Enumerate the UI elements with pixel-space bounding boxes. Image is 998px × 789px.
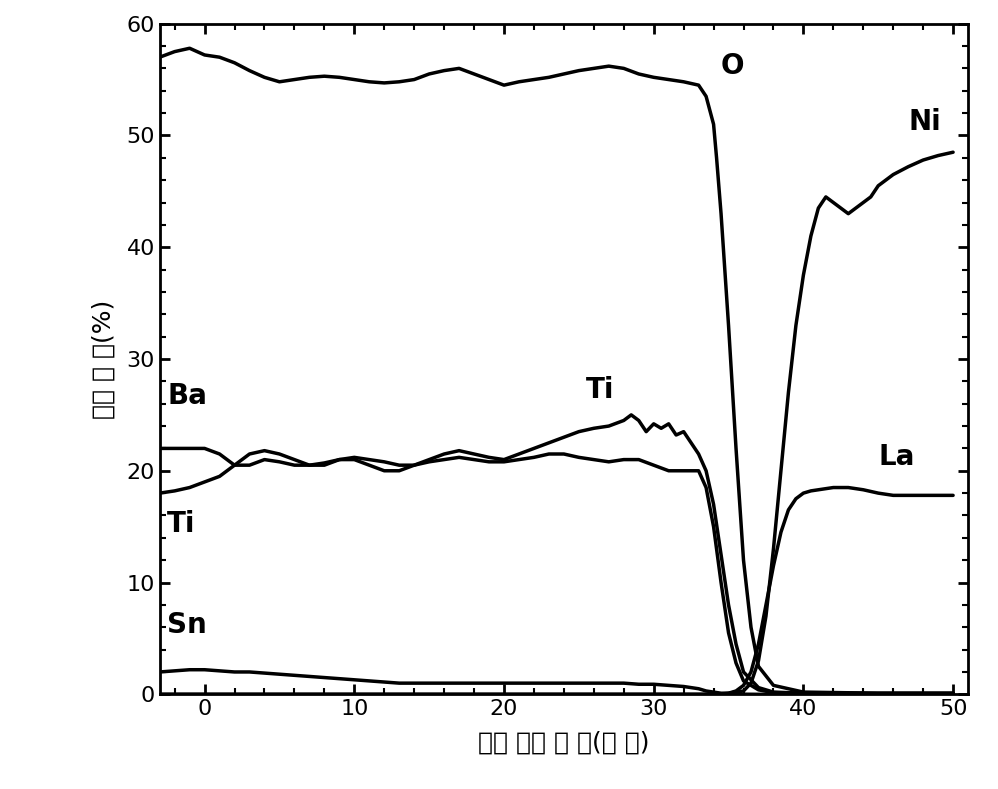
Text: Ti: Ti <box>168 510 196 538</box>
Text: La: La <box>878 443 914 471</box>
Text: Ni: Ni <box>908 108 941 136</box>
Text: O: O <box>721 52 745 80</box>
Text: Sn: Sn <box>168 611 207 639</box>
X-axis label: 离子 减薄 时 间(分 钟): 离子 减薄 时 间(分 钟) <box>478 731 650 754</box>
Text: Ti: Ti <box>586 376 615 404</box>
Y-axis label: 原子 浓 度(%): 原子 浓 度(%) <box>91 299 115 419</box>
Text: Ba: Ba <box>168 382 207 409</box>
